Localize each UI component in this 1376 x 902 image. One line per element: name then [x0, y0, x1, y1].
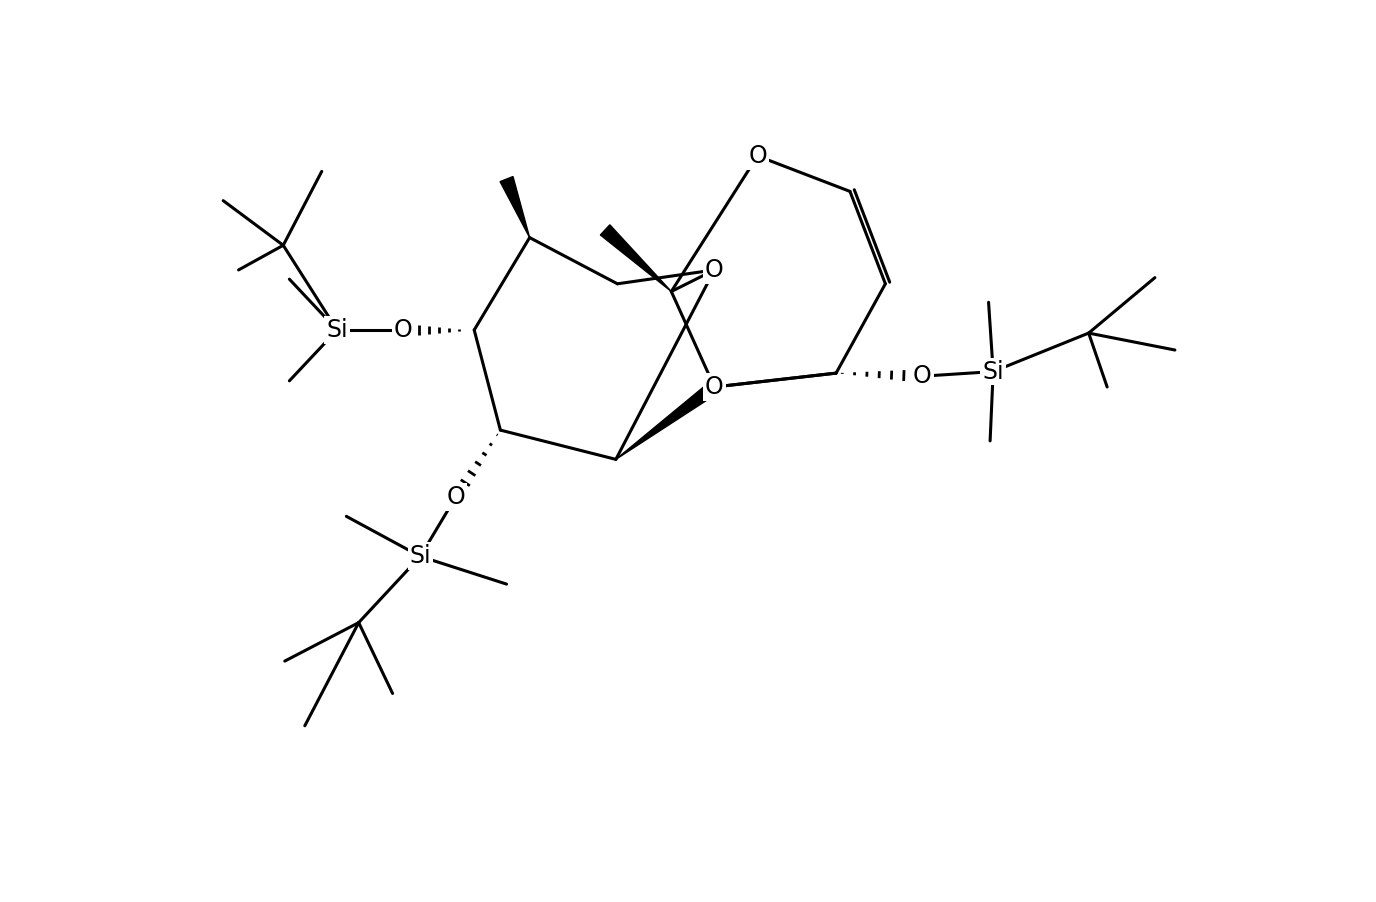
Polygon shape	[616, 382, 718, 459]
Text: O: O	[705, 375, 724, 399]
Text: Si: Si	[410, 545, 431, 568]
Text: O: O	[394, 318, 413, 342]
Text: O: O	[446, 485, 465, 509]
Text: O: O	[912, 364, 932, 388]
Text: O: O	[705, 258, 724, 282]
Text: Si: Si	[326, 318, 348, 342]
Text: O: O	[749, 144, 766, 168]
Text: Si: Si	[982, 360, 1004, 383]
Polygon shape	[600, 225, 671, 291]
Polygon shape	[499, 177, 530, 237]
